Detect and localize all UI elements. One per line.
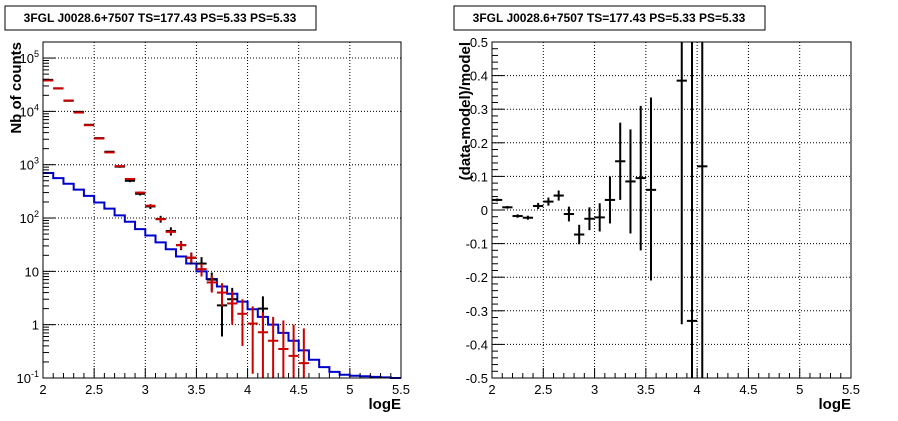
left-x-tick-label: 2 (39, 382, 46, 397)
left-x-tick-label: 5 (346, 382, 353, 397)
model-step-line (43, 171, 401, 379)
left-series (43, 78, 401, 379)
left-x-tick-label: 5.5 (392, 382, 410, 397)
model-counts-point (278, 320, 289, 378)
left-y-tick-label: 1 (32, 318, 39, 333)
model-counts-point (186, 253, 197, 263)
model-counts-point (83, 124, 95, 127)
right-y-tick-label: 0.1 (470, 169, 488, 184)
residual-point (492, 198, 503, 202)
left-x-tick-label: 3 (142, 382, 149, 397)
left-x-tick-label: 4.5 (290, 382, 308, 397)
residual-point (574, 224, 585, 245)
right-grid (492, 42, 851, 378)
left-chart-title: 3FGL J0028.6+7507 TS=177.43 PS=5.33 PS=5… (24, 11, 297, 25)
left-x-tick-label: 3.5 (187, 382, 205, 397)
right-plot-frame (491, 41, 852, 379)
model-counts-point (73, 111, 84, 114)
residual-point (625, 129, 636, 234)
model-counts-point (247, 306, 258, 374)
model-counts-point (268, 316, 279, 378)
right-y-tick-label: 0.3 (470, 102, 488, 117)
right-y-tick-label: -0.4 (466, 337, 488, 352)
residual-point (645, 97, 657, 281)
residual-point (584, 207, 595, 231)
model-counts-point (145, 204, 156, 208)
model-counts-point (237, 299, 248, 346)
residual-point (594, 203, 605, 232)
residual-point (522, 215, 534, 220)
left-x-axis-label: logE (369, 396, 402, 413)
residual-point (686, 42, 698, 378)
model-counts-point (104, 151, 115, 154)
residual-point (563, 206, 575, 222)
model-counts-point (94, 137, 105, 140)
residual-point (676, 42, 687, 325)
right-y-tick-label: 0.5 (470, 35, 488, 50)
model-counts-point (63, 99, 74, 102)
right-x-tick-label: 3 (591, 382, 598, 397)
right-y-tick-label: 0 (481, 203, 488, 218)
model-counts-point (53, 87, 64, 90)
model-counts-point (155, 217, 166, 221)
right-chart-title: 3FGL J0028.6+7507 TS=177.43 PS=5.33 PS=5… (473, 11, 746, 25)
model-counts-point (227, 291, 238, 325)
right-y-tick-label: -0.5 (466, 371, 488, 386)
right-x-tick-label: 5.5 (842, 382, 860, 397)
residual-point (502, 205, 513, 209)
residual-point (635, 105, 646, 251)
model-counts-point (257, 312, 269, 378)
model-counts-point (165, 229, 176, 235)
residual-point (512, 214, 523, 218)
right-x-axis-label: logE (819, 396, 852, 413)
residual-point (553, 190, 564, 201)
residual-point (615, 122, 626, 200)
model-counts-point (43, 79, 54, 82)
right-x-tick-label: 5 (796, 382, 803, 397)
left-title-box (4, 5, 317, 31)
right-x-tick-label: 3.5 (637, 382, 655, 397)
right-y-tick-label: 0.2 (470, 136, 488, 151)
model-counts-point (298, 328, 309, 378)
residuals-panel: 3FGL J0028.6+7507 TS=177.43 PS=5.33 PS=5… (453, 5, 860, 413)
right-series (492, 42, 708, 378)
left-y-tick-label: 103 (20, 156, 39, 173)
model-counts-point (175, 241, 187, 250)
model-counts-point (206, 275, 217, 293)
model-counts-point (114, 165, 125, 168)
left-y-tick-label: 102 (20, 209, 39, 226)
right-x-tick-label: 4.5 (739, 382, 757, 397)
right-y-tick-label: 0.4 (470, 69, 488, 84)
model-counts-point (124, 177, 136, 180)
residual-point (543, 197, 554, 206)
right-ticks: 2 2.5 3 3.5 4 4.5 5 5.5 -0.5 -0.4 -0.3 -0.2 -0.1 0 0.1… (466, 35, 860, 397)
right-y-tick-label: -0.2 (466, 270, 488, 285)
left-x-tick-label: 2.5 (85, 382, 103, 397)
residual-point (697, 42, 708, 378)
model-counts-point (216, 283, 228, 307)
left-y-tick-label: 10-1 (17, 369, 39, 386)
counts-spectrum-panel: 3FGL J0028.6+7507 TS=177.43 PS=5.33 PS=5… (4, 5, 410, 413)
right-y-tick-label: -0.1 (466, 237, 488, 252)
residual-point (533, 202, 544, 209)
residual-point (604, 176, 616, 224)
right-y-tick-label: -0.3 (466, 304, 488, 319)
left-y-tick-label: 10 (25, 264, 39, 279)
left-grid (43, 42, 401, 378)
left-plot-frame (42, 41, 402, 379)
right-x-tick-label: 4 (694, 382, 701, 397)
right-y-axis-label: (data-model)/model (457, 42, 474, 180)
model-counts-point (196, 263, 207, 277)
left-x-tick-label: 4 (244, 382, 251, 397)
right-x-tick-label: 2 (488, 382, 495, 397)
model-counts-point (135, 191, 146, 194)
left-y-axis-label: Nb of counts (8, 42, 25, 134)
model-counts-point (288, 324, 299, 378)
right-x-tick-label: 2.5 (534, 382, 552, 397)
right-title-box (453, 5, 766, 31)
